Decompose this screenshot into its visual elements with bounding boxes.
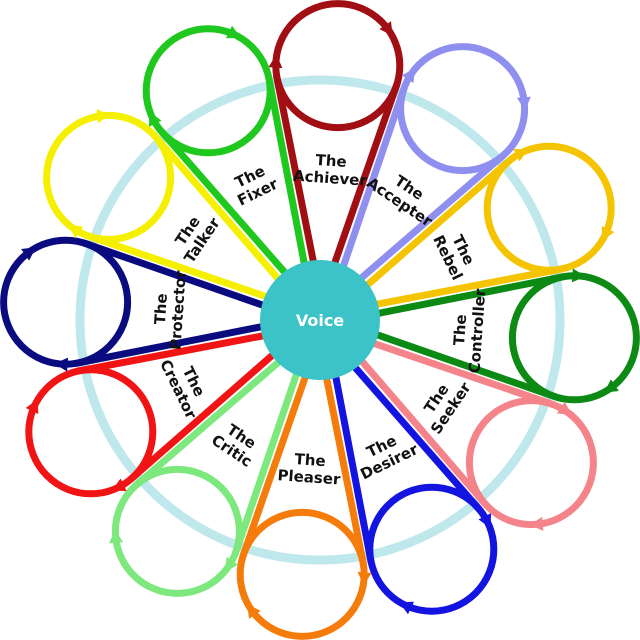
petal-label-line1: The: [450, 314, 470, 346]
petal-label-line2: Pleaser: [277, 466, 342, 488]
petal-loop: [236, 508, 368, 640]
arrowhead-icon: [25, 399, 39, 414]
petal-label-pleaser: ThePleaser: [277, 449, 343, 489]
arrowhead-icon: [68, 224, 84, 239]
petal-label-talker: TheTalker: [166, 204, 224, 266]
petal-label-rebel: TheRebel: [429, 225, 482, 283]
petal-loop: [397, 43, 529, 175]
arrowhead-icon: [604, 379, 619, 393]
petal-label-line2: Controller: [465, 288, 489, 374]
petal-fixer: TheFixer: [142, 25, 328, 326]
petal-loop: [465, 397, 597, 529]
arrowhead-icon: [379, 21, 393, 36]
arrowhead-icon: [357, 571, 372, 586]
arrowhead-icon: [109, 529, 124, 544]
petal-label-line1: The: [315, 151, 347, 171]
arrowhead-icon: [226, 25, 241, 39]
arrowhead-icon: [529, 516, 544, 531]
petal-loop: [366, 483, 498, 615]
arrowhead-icon: [54, 357, 69, 372]
arrowhead-icon: [21, 247, 36, 261]
petal-label-achiever: TheAchiever: [292, 149, 369, 189]
petal-label-line1: The: [151, 293, 171, 325]
petal-loop: [508, 272, 640, 404]
petal-loop: [43, 111, 175, 243]
arrowhead-icon: [247, 604, 261, 619]
petal-label-critic: TheCritic: [208, 417, 265, 471]
petal-loop: [483, 142, 615, 274]
petal-loop: [111, 465, 243, 597]
petal-label-fixer: TheFixer: [227, 159, 281, 210]
arrowhead-icon: [601, 226, 615, 241]
petal-loop: [272, 0, 404, 132]
arrowhead-icon: [268, 54, 283, 69]
arrowhead-icon: [478, 513, 492, 529]
petal-label-line1: The: [294, 450, 326, 470]
arrowhead-icon: [516, 96, 531, 111]
arrowhead-icon: [513, 148, 529, 162]
arrowhead-icon: [401, 68, 416, 84]
petal-loop: [25, 366, 157, 498]
voice-hub: [260, 260, 380, 380]
arrowhead-icon: [111, 478, 127, 492]
arrowhead-icon: [224, 556, 239, 572]
voice-hub-label: Voice: [296, 311, 344, 330]
background-ring: [75, 75, 565, 565]
petal-loop: [142, 25, 274, 157]
petal-label-line2: Achiever: [292, 167, 368, 190]
petal-label-line2: Protector: [166, 269, 190, 350]
petal-label-controller: TheController: [448, 286, 489, 374]
petal-loop: [0, 236, 132, 368]
arrowhead-icon: [96, 109, 111, 124]
arrowhead-icon: [556, 401, 572, 416]
arrowhead-icon: [399, 601, 414, 615]
arrowhead-icon: [148, 111, 162, 127]
petal-label-protector: TheProtector: [149, 268, 190, 351]
arrowhead-icon: [571, 268, 586, 283]
